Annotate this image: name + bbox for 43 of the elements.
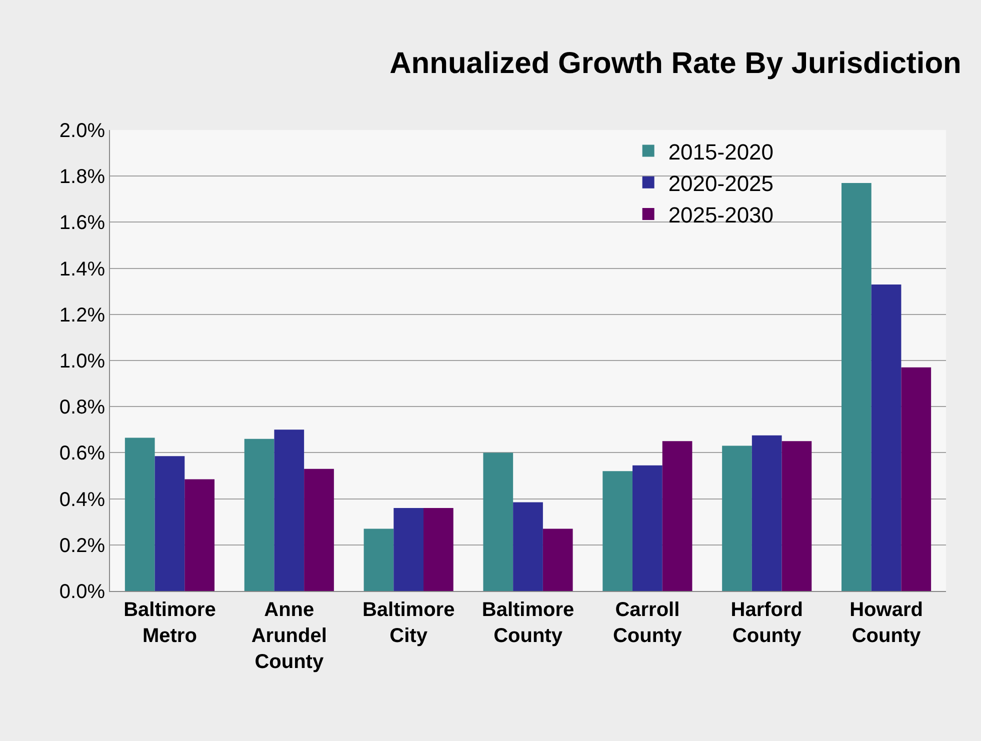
x-tick-label: Howard County bbox=[850, 599, 923, 647]
bar bbox=[662, 441, 692, 591]
bar bbox=[274, 430, 304, 591]
x-tick-label: Anne Arundel County bbox=[251, 599, 327, 673]
y-tick-label: 1.6% bbox=[59, 212, 106, 234]
bar bbox=[542, 528, 573, 591]
x-tick-label: Baltimore City bbox=[362, 599, 455, 647]
bar bbox=[602, 471, 632, 591]
x-tick-label: Baltimore County bbox=[482, 599, 574, 647]
bar bbox=[901, 367, 932, 591]
legend-label: 2020-2025 bbox=[668, 170, 774, 196]
x-tick-label: Harford County bbox=[730, 599, 803, 647]
legend-label: 2015-2020 bbox=[668, 139, 774, 164]
y-tick-label: 2.0% bbox=[59, 120, 106, 142]
bar bbox=[782, 441, 812, 591]
bar bbox=[483, 452, 514, 591]
bar bbox=[871, 284, 902, 591]
bar bbox=[244, 438, 274, 591]
x-tick-label: Carroll County bbox=[612, 599, 683, 647]
chart-title: Annualized Growth Rate By Jurisdiction bbox=[390, 46, 962, 80]
y-tick-label: 0.6% bbox=[59, 442, 106, 465]
bar bbox=[124, 438, 155, 591]
bar bbox=[752, 435, 782, 591]
bar bbox=[424, 508, 454, 591]
y-tick-label: 0.0% bbox=[59, 581, 106, 603]
bar bbox=[722, 446, 752, 591]
bar bbox=[364, 528, 394, 591]
y-tick-label: 1.4% bbox=[59, 258, 106, 280]
bar bbox=[842, 183, 872, 591]
legend-label: 2025-2030 bbox=[668, 202, 774, 228]
bar bbox=[513, 502, 543, 591]
y-tick-label: 1.8% bbox=[59, 166, 106, 188]
bar bbox=[184, 479, 214, 591]
bar bbox=[394, 508, 424, 591]
x-tick-label: Baltimore Metro bbox=[124, 599, 216, 647]
y-tick-label: 0.8% bbox=[59, 396, 106, 419]
y-tick-label: 0.2% bbox=[59, 534, 106, 557]
y-tick-label: 1.2% bbox=[59, 304, 106, 326]
bar bbox=[632, 465, 662, 591]
y-tick-label: 1.0% bbox=[59, 350, 106, 372]
bar bbox=[154, 456, 185, 591]
bar bbox=[304, 468, 334, 591]
y-tick-label: 0.4% bbox=[59, 488, 106, 511]
